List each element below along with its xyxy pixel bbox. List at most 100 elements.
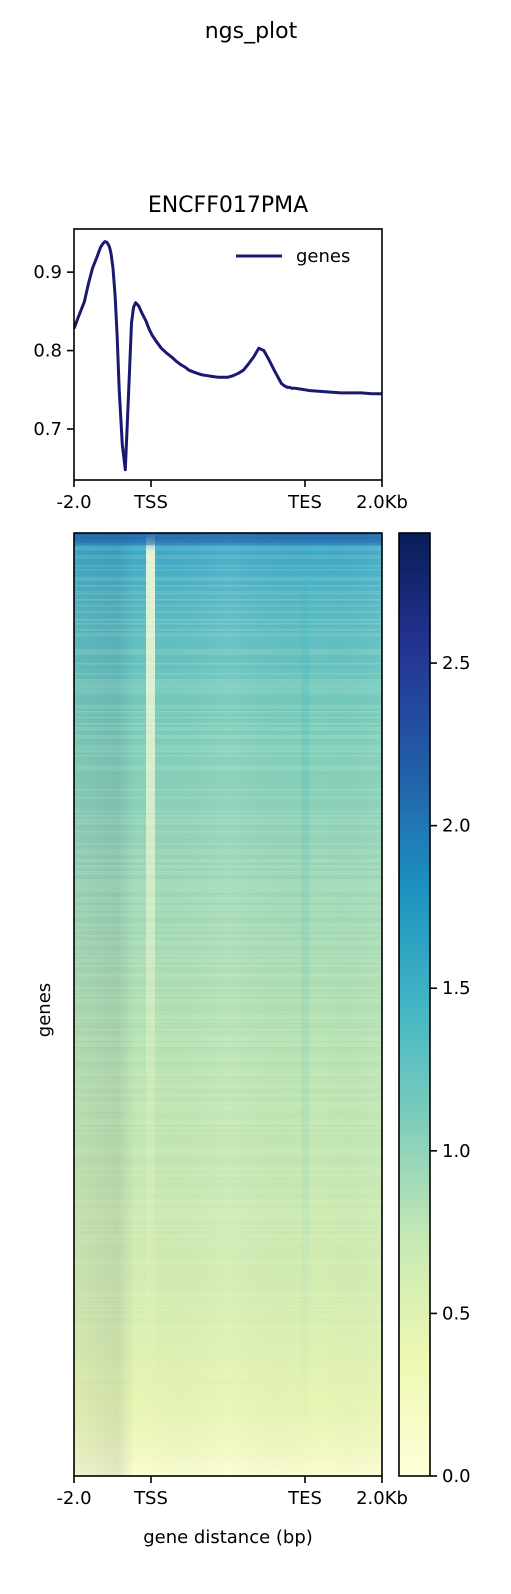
heatmap-row [74, 1041, 382, 1043]
heatmap-row [74, 653, 382, 655]
heatmap-row [74, 1115, 382, 1117]
heatmap-row [74, 1071, 382, 1073]
heatmap-row [74, 1183, 382, 1185]
heatmap-row [74, 551, 382, 553]
heatmap-row [74, 1457, 382, 1459]
heatmap-row [74, 941, 382, 943]
heatmap-row [74, 1421, 382, 1423]
heatmap-row [74, 1281, 382, 1283]
heatmap-row [74, 673, 382, 675]
heatmap-tes-band [301, 533, 309, 1476]
heatmap-row [74, 1121, 382, 1123]
heatmap-row [74, 535, 382, 537]
heatmap-row [74, 1455, 382, 1457]
heatmap-row [74, 711, 382, 713]
heatmap-row [74, 867, 382, 869]
heatmap-row [74, 911, 382, 913]
heatmap-row [74, 835, 382, 837]
heatmap-row [74, 775, 382, 777]
heatmap-row [74, 1285, 382, 1287]
profile-plot: ENCFF017PMA 0.7 0.8 0.9 -2.0 TSS TES 2.0Kb ge… [33, 193, 408, 513]
heatmap-row [74, 603, 382, 605]
heatmap-row [74, 1085, 382, 1087]
heatmap-row [74, 1217, 382, 1219]
heatmap-row [74, 1443, 382, 1445]
heatmap-row [74, 687, 382, 689]
heatmap-row [74, 1069, 382, 1071]
heatmap-row [74, 1373, 382, 1375]
heatmap-row [74, 1461, 382, 1463]
heatmap-row [74, 739, 382, 741]
heatmap-row [74, 1081, 382, 1083]
heatmap-row [74, 539, 382, 541]
heatmap-row [74, 1297, 382, 1299]
heatmap-row [74, 691, 382, 693]
heatmap-row [74, 1129, 382, 1131]
heatmap-row [74, 677, 382, 679]
heatmap-row [74, 1087, 382, 1089]
heatmap-row [74, 1033, 382, 1035]
heatmap-row [74, 683, 382, 685]
heatmap-row [74, 995, 382, 997]
heatmap-row [74, 723, 382, 725]
heatmap-row [74, 1467, 382, 1469]
heatmap-row [74, 1389, 382, 1391]
heatmap-row [74, 983, 382, 985]
heatmap-row [74, 919, 382, 921]
heatmap-row [74, 697, 382, 699]
heatmap-row [74, 869, 382, 871]
heatmap-row [74, 1237, 382, 1239]
heatmap-row [74, 1163, 382, 1165]
heatmap-row [74, 1013, 382, 1015]
series-line-genes [74, 240, 382, 472]
heatmap-row [74, 853, 382, 855]
heatmap-row [74, 577, 382, 579]
heatmap-row [74, 735, 382, 737]
heatmap-row [74, 1433, 382, 1435]
y-tick-label: 0.9 [33, 262, 62, 283]
heatmap-row [74, 1255, 382, 1257]
heatmap-row [74, 741, 382, 743]
heatmap-row [74, 1313, 382, 1315]
heatmap-row [74, 1287, 382, 1289]
heatmap-row [74, 1211, 382, 1213]
heatmap-row [74, 893, 382, 895]
heatmap-row [74, 841, 382, 843]
x-tick-label: 2.0Kb [356, 1488, 408, 1509]
heatmap-row [74, 1221, 382, 1223]
heatmap-row [74, 1223, 382, 1225]
heatmap-row [74, 1391, 382, 1393]
heatmap-row [74, 1029, 382, 1031]
x-tick-label: TSS [133, 492, 168, 513]
colorbar-tick-label: 0.5 [442, 1303, 471, 1324]
heatmap-row [74, 1113, 382, 1115]
heatmap-row [74, 1227, 382, 1229]
heatmap-row [74, 1383, 382, 1385]
heatmap-row [74, 939, 382, 941]
heatmap-row [74, 707, 382, 709]
heatmap-row [74, 1395, 382, 1397]
heatmap-row [74, 1257, 382, 1259]
heatmap-row [74, 591, 382, 593]
heatmap-row [74, 709, 382, 711]
heatmap-row [74, 1261, 382, 1263]
heatmap-row [74, 1291, 382, 1293]
heatmap-row [74, 633, 382, 635]
heatmap-row [74, 1205, 382, 1207]
heatmap-row [74, 1215, 382, 1217]
heatmap-row [74, 967, 382, 969]
heatmap-row [74, 1097, 382, 1099]
heatmap-row [74, 589, 382, 591]
heatmap-row [74, 1151, 382, 1153]
heatmap-row [74, 1299, 382, 1301]
heatmap-row [74, 877, 382, 879]
heatmap-row [74, 1005, 382, 1007]
heatmap-row [74, 937, 382, 939]
heatmap-row [74, 1315, 382, 1317]
heatmap-row [74, 1307, 382, 1309]
heatmap-row [74, 1259, 382, 1261]
heatmap-row [74, 783, 382, 785]
heatmap-row [74, 607, 382, 609]
heatmap-row [74, 1203, 382, 1205]
heatmap-row [74, 1369, 382, 1371]
